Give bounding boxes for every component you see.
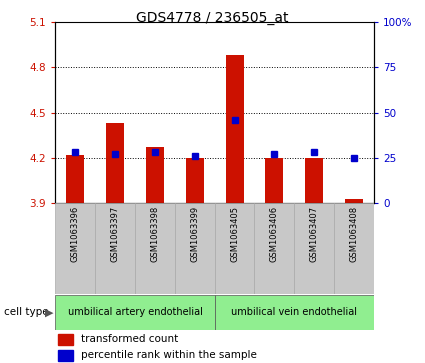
Text: umbilical artery endothelial: umbilical artery endothelial	[68, 307, 202, 317]
Bar	[95, 203, 135, 294]
Bar	[55, 295, 215, 330]
Text: umbilical vein endothelial: umbilical vein endothelial	[231, 307, 357, 317]
Text: GDS4778 / 236505_at: GDS4778 / 236505_at	[136, 11, 289, 25]
Bar	[215, 203, 255, 294]
Bar	[266, 158, 283, 203]
Bar	[58, 350, 73, 362]
Bar	[345, 199, 363, 203]
Text: GSM1063398: GSM1063398	[150, 206, 159, 262]
Bar	[334, 203, 374, 294]
Text: GSM1063399: GSM1063399	[190, 206, 199, 262]
Bar	[305, 158, 323, 203]
Bar	[294, 203, 334, 294]
Text: GSM1063407: GSM1063407	[310, 206, 319, 262]
Bar	[135, 203, 175, 294]
Bar	[106, 123, 124, 203]
Bar	[215, 295, 374, 330]
Bar	[175, 203, 215, 294]
Text: ▶: ▶	[45, 307, 53, 317]
Text: percentile rank within the sample: percentile rank within the sample	[81, 351, 257, 360]
Text: GSM1063406: GSM1063406	[270, 206, 279, 262]
Bar	[146, 147, 164, 203]
Text: transformed count: transformed count	[81, 334, 178, 344]
Text: GSM1063396: GSM1063396	[71, 206, 79, 262]
Text: cell type: cell type	[4, 307, 49, 317]
Text: GSM1063397: GSM1063397	[110, 206, 119, 262]
Bar	[55, 203, 95, 294]
Text: GSM1063405: GSM1063405	[230, 206, 239, 262]
Bar	[186, 158, 204, 203]
Bar	[255, 203, 294, 294]
Bar	[66, 155, 84, 203]
Bar	[226, 55, 244, 203]
Text: GSM1063408: GSM1063408	[350, 206, 359, 262]
Bar	[58, 334, 73, 345]
